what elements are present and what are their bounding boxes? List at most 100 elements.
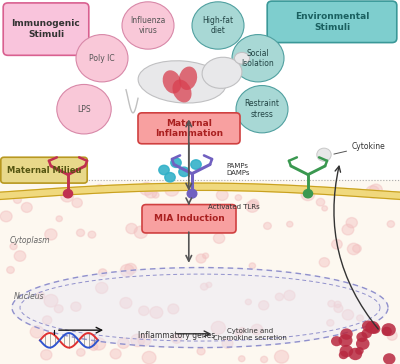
Circle shape	[219, 220, 229, 229]
Circle shape	[260, 356, 268, 363]
Circle shape	[319, 258, 330, 267]
Circle shape	[41, 350, 52, 360]
Circle shape	[382, 327, 392, 336]
Circle shape	[88, 231, 96, 238]
Circle shape	[76, 348, 85, 356]
Circle shape	[356, 332, 368, 342]
FancyBboxPatch shape	[267, 1, 397, 43]
Circle shape	[191, 160, 201, 169]
Circle shape	[232, 35, 284, 82]
Text: High-fat
diet: High-fat diet	[202, 16, 234, 35]
Circle shape	[316, 198, 325, 206]
Circle shape	[159, 165, 169, 175]
Circle shape	[340, 345, 353, 357]
Ellipse shape	[202, 57, 242, 88]
Circle shape	[168, 304, 179, 314]
Circle shape	[110, 349, 121, 359]
Circle shape	[369, 324, 380, 334]
Circle shape	[7, 266, 14, 273]
Circle shape	[275, 293, 284, 301]
Circle shape	[56, 216, 62, 222]
Circle shape	[317, 148, 331, 161]
Circle shape	[239, 328, 245, 333]
Circle shape	[383, 353, 396, 364]
Circle shape	[214, 233, 225, 244]
Circle shape	[171, 158, 181, 167]
Circle shape	[246, 201, 259, 212]
Circle shape	[236, 86, 288, 133]
Text: Immunogenic
Stimuli: Immunogenic Stimuli	[12, 19, 80, 39]
Circle shape	[322, 206, 328, 211]
FancyBboxPatch shape	[142, 205, 236, 233]
Circle shape	[150, 306, 163, 318]
Circle shape	[142, 351, 156, 364]
Text: Environmental
Stimuli: Environmental Stimuli	[295, 12, 369, 32]
Circle shape	[54, 305, 63, 313]
Text: Inflammatory genes: Inflammatory genes	[138, 331, 215, 340]
Ellipse shape	[163, 70, 181, 94]
Circle shape	[122, 2, 174, 49]
Circle shape	[42, 316, 52, 324]
Text: PAMPs
DAMPs: PAMPs DAMPs	[226, 163, 250, 176]
Circle shape	[131, 334, 144, 347]
Circle shape	[304, 190, 312, 198]
Text: Cytoplasm: Cytoplasm	[10, 236, 50, 245]
Circle shape	[192, 183, 200, 190]
Circle shape	[61, 190, 74, 202]
Circle shape	[165, 173, 175, 182]
Circle shape	[346, 218, 357, 228]
Circle shape	[347, 243, 360, 255]
Bar	[0, 180, 400, 364]
Circle shape	[362, 320, 374, 332]
Circle shape	[348, 348, 362, 360]
Circle shape	[134, 226, 148, 238]
Circle shape	[126, 223, 137, 234]
Circle shape	[202, 253, 208, 258]
Circle shape	[10, 243, 17, 250]
Ellipse shape	[234, 52, 250, 64]
Circle shape	[370, 184, 382, 196]
Circle shape	[222, 338, 233, 348]
Circle shape	[95, 185, 104, 193]
Circle shape	[125, 264, 136, 274]
Circle shape	[139, 306, 149, 316]
Circle shape	[340, 328, 353, 340]
Circle shape	[216, 190, 228, 201]
Circle shape	[274, 350, 289, 363]
Circle shape	[357, 315, 364, 321]
Circle shape	[165, 183, 179, 196]
Circle shape	[387, 221, 394, 228]
Circle shape	[72, 198, 82, 207]
Circle shape	[238, 356, 245, 362]
Circle shape	[334, 301, 341, 308]
Text: Activated TLRs: Activated TLRs	[208, 205, 260, 210]
Circle shape	[356, 337, 370, 350]
Circle shape	[327, 320, 334, 326]
Circle shape	[235, 330, 242, 336]
Circle shape	[196, 254, 206, 263]
Circle shape	[57, 84, 111, 134]
Circle shape	[338, 334, 352, 347]
Circle shape	[249, 199, 259, 208]
FancyBboxPatch shape	[138, 113, 240, 144]
Text: Poly IC: Poly IC	[89, 54, 115, 63]
Circle shape	[45, 229, 57, 240]
Circle shape	[387, 331, 397, 340]
Circle shape	[138, 334, 151, 346]
Text: LPS: LPS	[77, 105, 91, 114]
FancyBboxPatch shape	[1, 157, 87, 183]
Circle shape	[192, 2, 244, 49]
Circle shape	[71, 302, 81, 311]
Circle shape	[200, 283, 208, 290]
Circle shape	[245, 299, 252, 305]
Circle shape	[331, 336, 342, 346]
Circle shape	[30, 326, 44, 338]
Circle shape	[334, 304, 343, 312]
Circle shape	[197, 348, 205, 355]
Circle shape	[90, 343, 98, 351]
Text: Maternal Milieu: Maternal Milieu	[7, 166, 81, 175]
Text: Maternal
Inflammation: Maternal Inflammation	[155, 119, 223, 138]
Circle shape	[251, 324, 263, 335]
Text: Nucleus: Nucleus	[14, 292, 45, 301]
Circle shape	[206, 282, 212, 288]
